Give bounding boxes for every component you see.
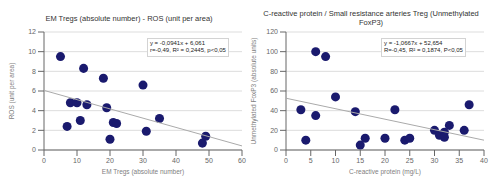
svg-text:12: 12 — [28, 28, 36, 35]
svg-text:EM Tregs (absolute number): EM Tregs (absolute number) — [102, 168, 184, 176]
html-text:EM Tregs (absolute number) - R: EM Tregs (absolute number) - ROS (unit p… — [45, 13, 213, 23]
html-text:y = -0,0941x + 6,061: y = -0,0941x + 6,061 — [150, 39, 205, 46]
svg-text:20: 20 — [106, 157, 114, 164]
svg-text:35: 35 — [455, 157, 463, 164]
svg-text:20: 20 — [270, 127, 278, 134]
svg-text:60: 60 — [238, 157, 246, 164]
svg-text:2: 2 — [32, 127, 36, 134]
html-text:R=-0,45, R² = 0,1874, P<0,05: R=-0,45, R² = 0,1874, P<0,05 — [384, 47, 463, 54]
svg-text:ROS (unit per area): ROS (unit per area) — [8, 63, 16, 120]
svg-text:15: 15 — [356, 157, 364, 164]
svg-text:10: 10 — [28, 48, 36, 55]
svg-text:80: 80 — [270, 68, 278, 75]
svg-text:4: 4 — [32, 107, 36, 114]
html-text:C-reactive protein / Small res: C-reactive protein / Small resistance ar… — [263, 9, 479, 27]
svg-text:100: 100 — [266, 48, 278, 55]
svg-text:Unmethylated FoxP3 (absolute u: Unmethylated FoxP3 (absolute units) — [250, 38, 258, 145]
svg-text:30: 30 — [139, 157, 147, 164]
html-text:r=-0,49, R² = 0,2445, p<0,05: r=-0,49, R² = 0,2445, p<0,05 — [150, 47, 226, 54]
svg-text:8: 8 — [32, 68, 36, 75]
svg-text:60: 60 — [270, 87, 278, 94]
html-text:y = -1,0667x + 52,654: y = -1,0667x + 52,654 — [384, 39, 443, 46]
svg-text:6: 6 — [32, 87, 36, 94]
svg-text:40: 40 — [480, 157, 488, 164]
svg-text:10: 10 — [332, 157, 340, 164]
svg-text:5: 5 — [309, 157, 313, 164]
svg-text:0: 0 — [284, 157, 288, 164]
svg-text:30: 30 — [431, 157, 439, 164]
svg-text:20: 20 — [381, 157, 389, 164]
svg-text:0: 0 — [42, 157, 46, 164]
svg-text:10: 10 — [73, 157, 81, 164]
svg-text:C-reactive protein (mg/L): C-reactive protein (mg/L) — [349, 168, 421, 176]
svg-text:50: 50 — [205, 157, 213, 164]
svg-text:0: 0 — [32, 146, 36, 153]
svg-text:40: 40 — [172, 157, 180, 164]
svg-text:120: 120 — [266, 28, 278, 35]
svg-text:0: 0 — [274, 146, 278, 153]
svg-text:25: 25 — [406, 157, 414, 164]
svg-text:40: 40 — [270, 107, 278, 114]
